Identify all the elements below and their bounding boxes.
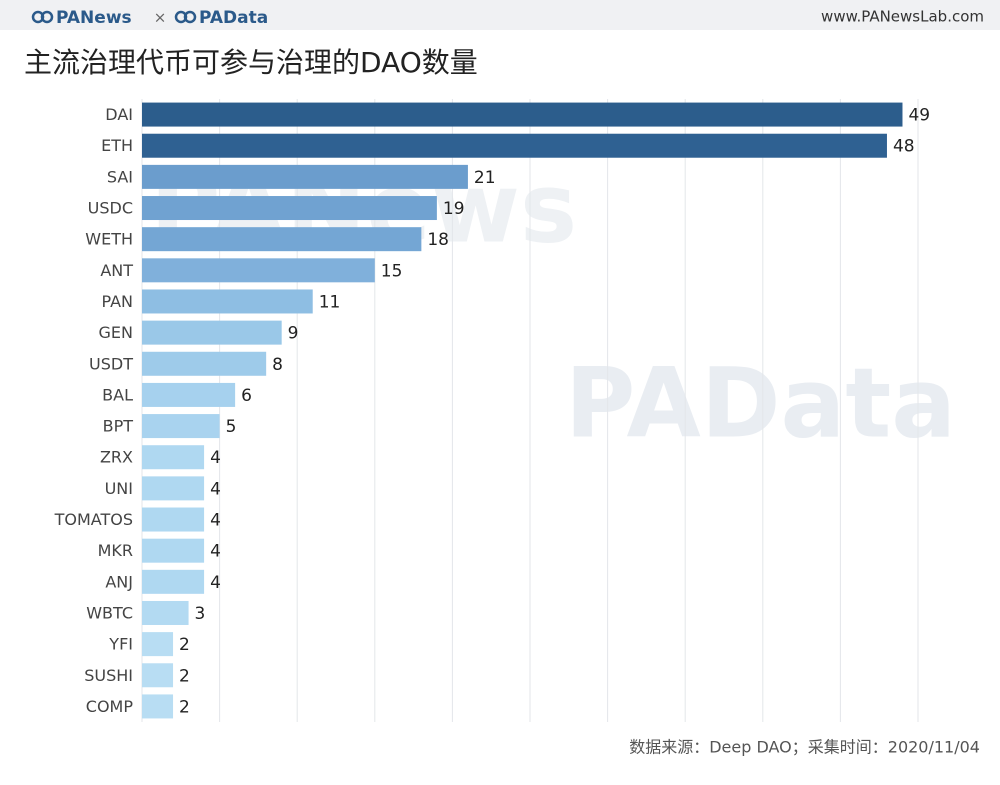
value-label: 2 [179,635,190,655]
value-label: 48 [893,137,915,157]
bar [142,382,236,407]
watermark: PAData [565,347,956,459]
bar [142,663,174,688]
bar [142,476,205,501]
value-label: 2 [179,697,190,717]
bar [142,414,220,439]
value-label: 2 [179,666,190,686]
source: 数据来源：Deep DAO；采集时间：2020/11/04 [629,738,980,757]
value-label: 4 [210,542,221,562]
y-tick-label: SAI [107,167,133,186]
bar [142,600,189,625]
bar [142,538,205,563]
value-label: 11 [319,292,341,312]
logo-icon [40,10,54,24]
value-label: 6 [241,386,252,406]
y-tick-label: PAN [101,292,133,311]
value-label: 4 [210,511,221,531]
y-tick-label: TOMATOS [54,510,133,529]
value-label: 8 [272,355,283,375]
value-label: 21 [474,168,496,188]
url: www.PANewsLab.com [821,8,984,26]
bar [142,351,267,376]
y-tick-label: SUSHI [84,666,133,685]
bar [142,289,313,314]
separator: × [154,9,167,27]
y-tick-label: ANT [100,261,133,280]
bar [142,133,887,158]
y-tick-label: MKR [98,541,133,560]
brand: PANews [56,8,132,28]
value-label: 4 [210,573,221,593]
value-label: 19 [443,199,465,219]
value-label: 4 [210,479,221,499]
value-label: 5 [226,417,237,437]
bar [142,445,205,470]
bar [142,507,205,532]
bar [142,258,375,283]
y-tick-label: ZRX [100,448,133,467]
value-label: 18 [427,230,449,250]
bar [142,569,205,594]
y-tick-label: DAI [105,105,133,124]
logo-icon [183,10,197,24]
y-tick-label: UNI [105,479,133,498]
bar [142,196,437,221]
y-tick-label: YFI [108,635,133,654]
value-label: 49 [908,106,930,126]
y-tick-label: BPT [103,417,134,436]
y-tick-label: BAL [102,385,133,404]
y-tick-label: GEN [99,323,133,342]
value-label: 4 [210,448,221,468]
y-tick-label: ETH [101,136,133,155]
y-tick-label: USDC [88,199,133,218]
chart-title: 主流治理代币可参与治理的DAO数量 [24,46,478,79]
bar [142,164,468,189]
y-tick-label: COMP [86,697,134,716]
value-label: 3 [195,604,206,624]
bar [142,632,174,657]
bar [142,320,282,345]
y-tick-label: USDT [89,354,133,373]
y-tick-label: WETH [85,230,133,249]
bar [142,227,422,252]
bar [142,694,174,719]
bar [142,102,903,127]
header-band [0,0,1000,30]
value-label: 9 [288,324,299,344]
y-tick-label: WBTC [86,603,133,622]
y-tick-label: ANJ [105,572,133,591]
value-label: 15 [381,261,403,281]
brand: PAData [199,8,268,28]
